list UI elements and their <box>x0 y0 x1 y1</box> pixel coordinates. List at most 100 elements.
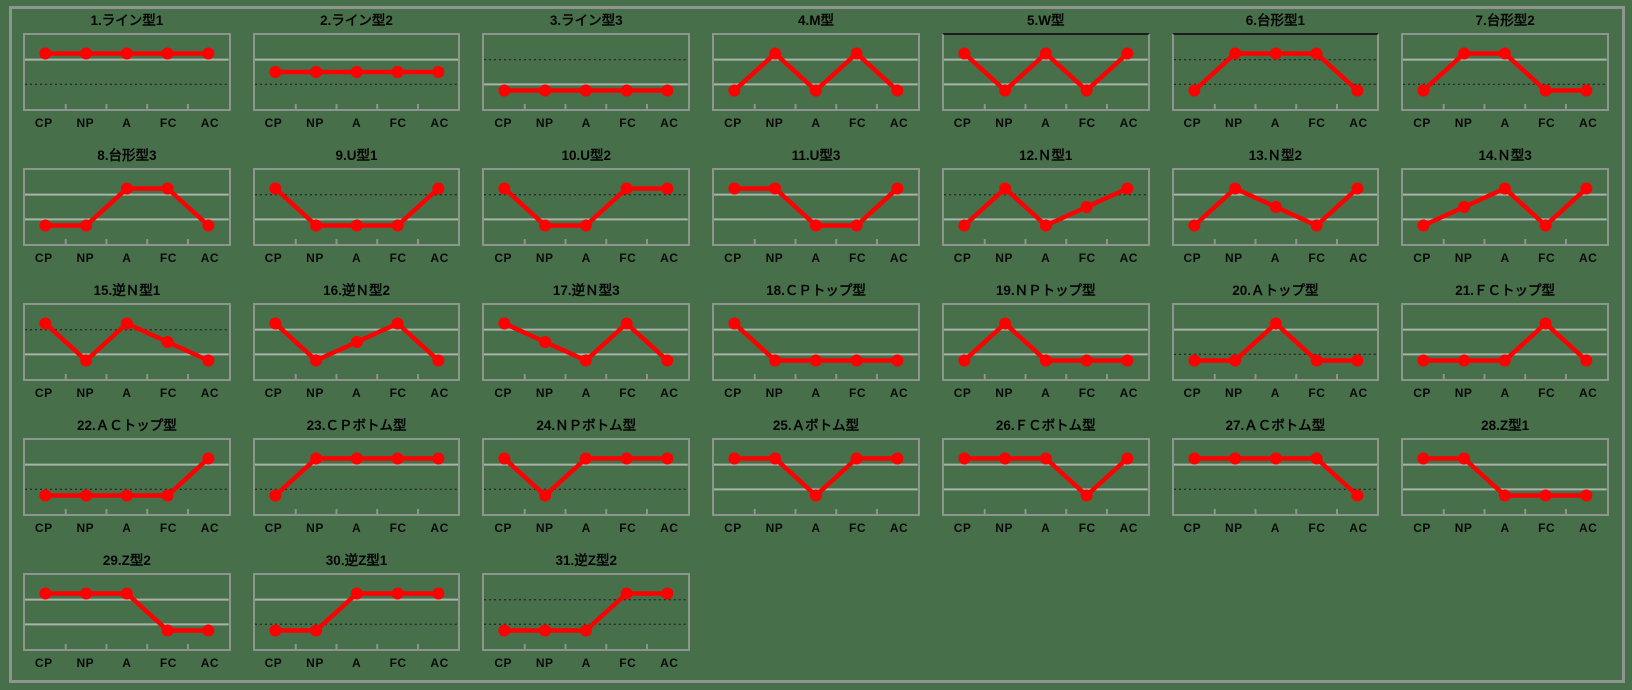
line-chart-svg <box>943 317 1148 379</box>
data-point-marker <box>202 624 215 637</box>
data-point-marker <box>1458 201 1471 213</box>
data-point-marker <box>1350 182 1363 195</box>
x-axis-label: A <box>811 251 821 265</box>
data-point-marker <box>580 624 593 637</box>
chart-plot <box>252 303 461 381</box>
x-axis-label: NP <box>1454 386 1473 400</box>
line-chart-svg <box>943 47 1148 109</box>
data-point-marker <box>498 624 511 637</box>
line-chart-svg <box>254 58 459 109</box>
chart-cell: 12.Ｎ型1 CP NP A FC AC <box>931 143 1161 278</box>
chart-plot <box>1401 438 1609 516</box>
data-point-marker <box>891 354 904 367</box>
data-point-marker <box>958 47 971 60</box>
data-point-marker <box>1580 84 1593 97</box>
x-axis-label: CP <box>953 116 972 130</box>
data-point-marker <box>161 47 174 60</box>
x-axis-label: AC <box>660 116 679 130</box>
x-axis-labels: CP NP A FC AC <box>1401 521 1609 535</box>
chart-title: 8.台形型3 <box>97 148 157 163</box>
chart-plot <box>712 303 920 381</box>
data-point-marker <box>39 587 52 600</box>
x-axis-labels: CP NP A FC AC <box>253 386 461 400</box>
x-axis-label: CP <box>724 521 742 535</box>
chart-plot <box>23 33 231 111</box>
data-point-marker <box>498 182 511 195</box>
chart-title: 14.Ｎ型3 <box>1478 148 1532 163</box>
line-chart-svg <box>25 317 229 379</box>
x-axis-label: A <box>811 521 821 535</box>
chart-cell: 16.逆Ｎ型2 CP NP A FC AC <box>242 278 472 413</box>
data-point-marker <box>769 182 782 195</box>
data-point-marker <box>1350 354 1363 367</box>
line-chart-svg <box>25 47 229 109</box>
data-point-marker <box>661 84 674 97</box>
x-axis-labels: CP NP A FC AC <box>1172 521 1380 535</box>
x-axis-label: CP <box>494 116 513 130</box>
chart-title: 30.逆Z型1 <box>325 553 388 568</box>
x-axis-label: A <box>1270 521 1280 535</box>
data-point-marker <box>810 219 822 232</box>
x-axis-label: A <box>351 116 362 130</box>
x-axis-label: A <box>122 116 132 130</box>
data-point-marker <box>810 489 822 502</box>
chart-title: 10.U型2 <box>561 148 612 163</box>
x-axis-label: AC <box>1119 251 1138 265</box>
x-axis-label: AC <box>1349 386 1368 400</box>
chart-title: 4.M型 <box>797 13 834 28</box>
x-axis-label: AC <box>889 251 909 265</box>
data-point-marker <box>350 219 363 232</box>
data-point-marker <box>309 452 322 465</box>
line-chart-svg <box>25 452 229 514</box>
x-axis-label: AC <box>200 386 220 400</box>
x-axis-label: AC <box>200 116 220 130</box>
data-point-marker <box>1269 452 1282 465</box>
line-chart-svg <box>1403 317 1607 379</box>
x-axis-label: NP <box>535 656 554 670</box>
data-point-marker <box>1228 452 1241 465</box>
chart-cell: 31.逆Z型2 CP NP A FC AC <box>471 548 701 683</box>
worksheet-frame <box>9 6 1625 683</box>
data-point-marker <box>661 587 674 600</box>
data-point-marker <box>998 452 1011 465</box>
x-axis-labels: CP NP A FC AC <box>482 521 690 535</box>
x-axis-label: NP <box>306 251 324 265</box>
x-axis-label: A <box>351 251 362 265</box>
data-point-marker <box>309 354 322 367</box>
x-axis-labels: CP NP A FC AC <box>253 116 461 130</box>
chart-plot <box>482 303 691 381</box>
x-axis-label: FC <box>849 521 866 535</box>
data-point-marker <box>1458 452 1471 465</box>
x-axis-label: A <box>1500 521 1510 535</box>
data-point-marker <box>39 489 52 502</box>
line-chart-svg <box>25 182 229 244</box>
x-axis-label: NP <box>1454 521 1473 535</box>
chart-cell: 22.ＡＣトップ型 CP NP A FC AC <box>12 413 242 548</box>
data-point-marker <box>580 452 593 465</box>
x-axis-label: FC <box>1308 521 1326 535</box>
x-axis-label: CP <box>724 251 742 265</box>
x-axis-label: AC <box>660 656 679 670</box>
data-point-marker <box>661 182 674 195</box>
x-axis-labels: CP NP A FC AC <box>253 251 461 265</box>
x-axis-label: FC <box>389 116 407 130</box>
data-point-marker <box>580 354 593 367</box>
x-axis-label: FC <box>159 386 177 400</box>
chart-title: 18.ＣＰトップ型 <box>766 283 866 298</box>
data-point-marker <box>539 624 552 637</box>
x-axis-label: NP <box>306 656 324 670</box>
x-axis-labels: CP NP A FC AC <box>253 656 461 670</box>
x-axis-label: FC <box>1538 521 1556 535</box>
x-axis-label: AC <box>1579 521 1598 535</box>
x-axis-label: AC <box>660 386 679 400</box>
chart-plot <box>23 303 231 381</box>
x-axis-label: FC <box>1308 116 1326 130</box>
x-axis-label: NP <box>76 386 95 400</box>
data-point-marker <box>769 452 782 465</box>
chart-title: 19.ＮＰトップ型 <box>995 283 1096 298</box>
chart-title: 26.ＦＣボトム型 <box>995 418 1096 433</box>
x-axis-label: CP <box>34 386 53 400</box>
data-point-marker <box>1187 84 1200 97</box>
data-point-marker <box>580 219 593 232</box>
data-point-marker <box>1187 452 1200 465</box>
